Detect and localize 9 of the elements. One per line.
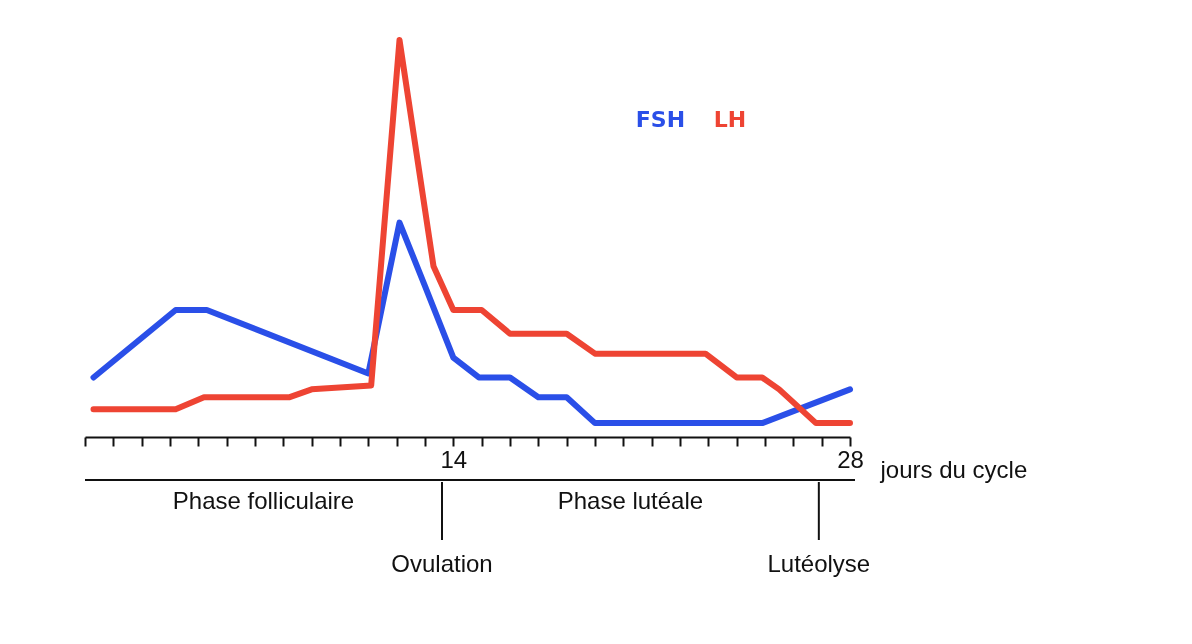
x-axis-title: jours du cycle bbox=[879, 455, 1028, 483]
text: LH bbox=[713, 107, 747, 132]
text: FSH bbox=[635, 107, 686, 132]
x-tick-label: 28 bbox=[837, 445, 864, 473]
text: Phase lutéale bbox=[557, 487, 704, 514]
ref-line-label: Lutéolyse bbox=[767, 550, 871, 577]
x-tick-label: 14 bbox=[440, 445, 468, 473]
text: Phase folliculaire bbox=[172, 487, 355, 514]
ref-line-label: Ovulation bbox=[391, 550, 493, 577]
